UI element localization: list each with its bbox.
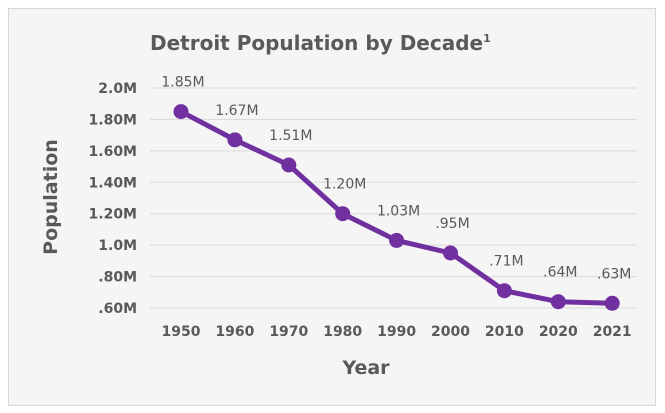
data-points xyxy=(173,104,620,311)
data-label: 1.67M xyxy=(215,103,258,119)
chart-title-text: Detroit Population by Decade xyxy=(150,31,483,55)
data-point xyxy=(173,104,189,120)
data-point xyxy=(550,294,566,310)
data-label: .71M xyxy=(489,254,523,270)
data-point xyxy=(604,295,620,311)
x-tick-label: 1960 xyxy=(215,324,254,340)
x-tick-label: 1950 xyxy=(162,324,201,340)
y-tick-label: 1.60M xyxy=(89,144,137,160)
y-tick-label: .60M xyxy=(98,301,137,317)
x-tick-labels: 1950 1960 1970 1980 1990 2000 2010 2020 2021 xyxy=(162,324,632,340)
x-axis-title: Year xyxy=(341,357,390,379)
data-label: 1.03M xyxy=(377,203,420,219)
data-point xyxy=(281,157,297,173)
data-label: 1.20M xyxy=(323,177,366,193)
x-tick-label: 1980 xyxy=(323,324,362,340)
data-point xyxy=(335,206,351,222)
y-tick-labels: 2.0M 1.80M 1.60M 1.40M 1.20M 1.0M .80M .60M xyxy=(89,81,137,317)
data-point xyxy=(496,283,512,299)
x-tick-label: 1970 xyxy=(269,324,308,340)
y-tick-label: .80M xyxy=(98,270,137,286)
y-axis-title: Population xyxy=(40,139,62,255)
x-tick-label: 1990 xyxy=(377,324,416,340)
x-tick-label: 2010 xyxy=(485,324,524,340)
data-label: .63M xyxy=(597,266,631,282)
data-labels: 1.85M 1.67M 1.51M 1.20M 1.03M .95M .71M .64M .63… xyxy=(161,75,631,283)
data-label: .64M xyxy=(543,265,577,281)
data-label: 1.85M xyxy=(161,75,204,91)
x-tick-label: 2020 xyxy=(539,324,578,340)
y-tick-label: 1.40M xyxy=(89,175,137,191)
chart-title-superscript: 1 xyxy=(483,32,491,45)
chart-title: Detroit Population by Decade1 xyxy=(150,31,491,55)
y-tick-label: 2.0M xyxy=(98,81,137,97)
x-tick-label: 2000 xyxy=(431,324,470,340)
y-tick-label: 1.80M xyxy=(89,112,137,128)
data-point xyxy=(443,245,458,261)
data-point xyxy=(389,232,405,248)
data-point xyxy=(227,132,243,148)
y-tick-label: 1.0M xyxy=(98,238,137,254)
data-label: 1.51M xyxy=(269,128,312,144)
x-tick-label: 2021 xyxy=(593,324,632,340)
y-tick-label: 1.20M xyxy=(89,207,137,223)
data-label: .95M xyxy=(435,216,469,232)
